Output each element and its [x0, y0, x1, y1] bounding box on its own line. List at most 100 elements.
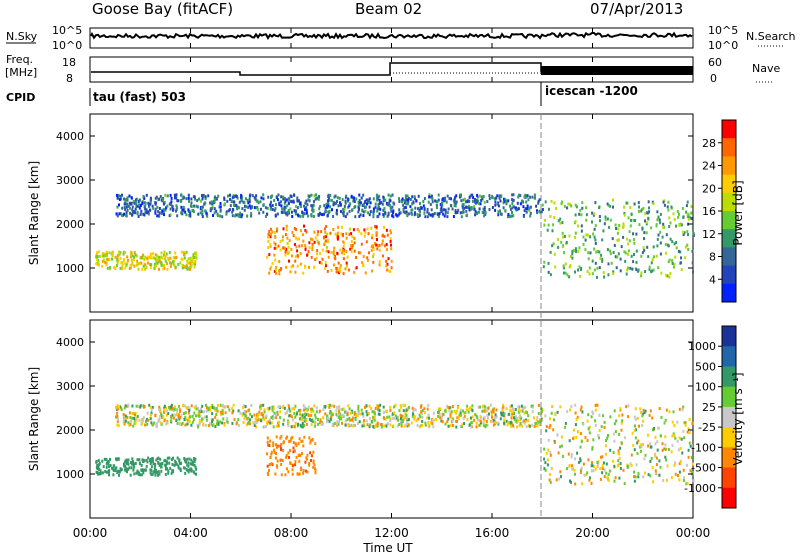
data-cell — [370, 245, 373, 249]
data-cell — [483, 207, 486, 211]
data-cell — [124, 404, 127, 408]
data-cell — [630, 453, 633, 457]
data-cell — [201, 404, 204, 408]
data-cell — [496, 202, 499, 206]
data-cell — [386, 203, 389, 207]
data-cell — [263, 408, 266, 412]
data-cell — [126, 208, 129, 212]
data-cell — [400, 422, 403, 426]
data-cell — [619, 446, 622, 450]
data-cell — [598, 215, 601, 218]
data-cell — [512, 205, 515, 209]
data-cell — [171, 469, 174, 473]
data-cell — [455, 425, 458, 429]
data-cell — [500, 212, 503, 216]
data-cell — [140, 209, 143, 213]
data-cell — [271, 230, 274, 234]
data-cell — [112, 251, 115, 255]
data-cell — [294, 259, 297, 263]
data-cell — [515, 206, 518, 210]
data-cell — [288, 439, 291, 443]
data-cell — [287, 404, 290, 408]
data-cell — [649, 459, 652, 463]
data-cell — [404, 199, 407, 203]
data-cell — [163, 257, 166, 261]
nsky-tick-low: 10^0 — [52, 39, 82, 52]
data-cell — [384, 211, 387, 215]
data-cell — [329, 205, 332, 209]
data-cell — [120, 197, 123, 201]
data-cell — [253, 421, 256, 425]
data-cell — [663, 447, 666, 451]
data-cell — [321, 213, 324, 217]
data-cell — [274, 206, 277, 210]
data-cell — [365, 404, 368, 408]
data-cell — [596, 464, 599, 468]
data-cell — [187, 405, 190, 409]
data-cell — [513, 408, 516, 412]
data-cell — [237, 418, 240, 422]
data-cell — [118, 198, 121, 201]
data-cell — [613, 422, 616, 426]
data-cell — [177, 415, 180, 418]
data-cell — [151, 423, 153, 427]
data-cell — [147, 456, 150, 460]
data-cell — [266, 464, 269, 468]
data-cell — [629, 206, 632, 209]
data-cell — [574, 247, 577, 251]
data-cell — [437, 414, 440, 418]
data-cell — [543, 467, 546, 471]
data-cell — [197, 411, 200, 415]
data-cell — [459, 211, 462, 215]
data-cell — [516, 208, 519, 211]
colorbar-tick-label: -500 — [691, 462, 716, 475]
data-cell — [386, 268, 389, 272]
data-cell — [498, 196, 501, 200]
data-cell — [121, 267, 124, 271]
data-cell — [647, 444, 650, 448]
data-cell — [497, 210, 500, 214]
data-cell — [314, 424, 317, 428]
data-cell — [325, 225, 328, 228]
data-cell — [296, 264, 299, 268]
data-cell — [279, 410, 282, 414]
data-cell — [125, 461, 128, 465]
data-cell — [660, 434, 662, 438]
data-cell — [190, 404, 193, 408]
data-cell — [155, 264, 158, 268]
data-cell — [623, 482, 626, 485]
data-cell — [271, 408, 274, 412]
data-cell — [133, 465, 136, 469]
data-cell — [257, 208, 259, 212]
data-cell — [352, 419, 355, 423]
data-cell — [268, 230, 271, 234]
data-cell — [290, 199, 292, 203]
data-cell — [609, 252, 612, 256]
data-cell — [121, 261, 124, 265]
data-cell — [594, 242, 597, 245]
data-cell — [537, 199, 540, 203]
data-cell — [274, 213, 277, 217]
data-cell — [562, 266, 565, 270]
data-cell — [601, 259, 604, 263]
data-cell — [338, 411, 340, 415]
data-cell — [314, 236, 317, 240]
data-cell — [491, 206, 494, 209]
data-cell — [326, 238, 329, 242]
data-cell — [260, 413, 263, 417]
data-cell — [378, 243, 381, 247]
data-cell — [278, 272, 281, 276]
data-cell — [358, 420, 361, 424]
data-cell — [685, 482, 688, 486]
data-cell — [121, 193, 123, 197]
data-cell — [655, 223, 658, 227]
data-cell — [475, 421, 478, 425]
data-cell — [299, 202, 301, 206]
data-cell — [280, 210, 283, 214]
data-cell — [185, 266, 188, 270]
x-axis: 00:00 04:00 08:00 12:00 16:00 20:00 00:00 — [73, 28, 710, 540]
data-cell — [431, 200, 434, 204]
data-cell — [102, 252, 105, 256]
data-cell — [479, 415, 482, 419]
freq-tick-low: 8 — [66, 72, 73, 85]
